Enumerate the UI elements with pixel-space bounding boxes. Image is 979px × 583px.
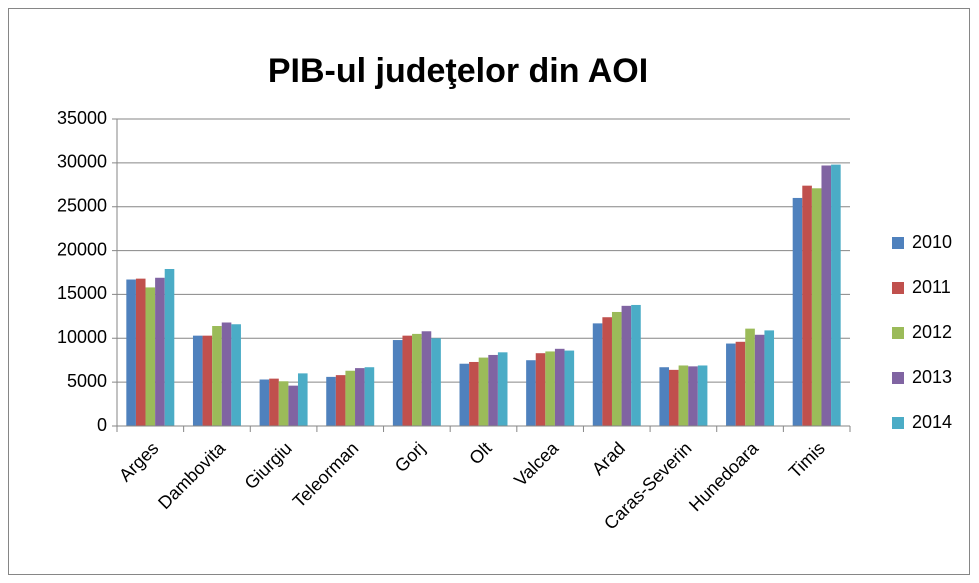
bar	[355, 368, 365, 426]
bar	[802, 185, 812, 426]
bar	[592, 323, 603, 426]
bar	[155, 277, 165, 426]
legend-label: 2012	[912, 322, 952, 342]
legend-label: 2011	[912, 277, 951, 297]
y-tick-label: 25000	[57, 195, 107, 215]
bar	[145, 287, 156, 426]
bar	[497, 352, 508, 426]
bar	[364, 367, 375, 426]
y-tick-label: 35000	[57, 108, 107, 128]
legend-swatch	[892, 417, 904, 429]
bar	[297, 373, 308, 426]
bar	[669, 369, 679, 426]
bar	[754, 334, 765, 426]
bar	[402, 335, 413, 426]
bar	[135, 278, 146, 426]
bar	[678, 365, 689, 426]
bar	[469, 361, 479, 426]
bar	[269, 378, 279, 426]
bar	[764, 330, 775, 426]
bar	[611, 311, 622, 426]
bar	[554, 348, 565, 426]
bar	[535, 353, 546, 426]
legend-swatch	[892, 327, 904, 339]
bar	[526, 360, 536, 426]
bar	[259, 379, 270, 426]
bar	[821, 165, 832, 426]
y-tick-label: 5000	[67, 371, 107, 391]
bar	[459, 363, 470, 426]
legend-label: 2013	[912, 367, 952, 387]
bar	[659, 367, 670, 426]
bar	[288, 385, 298, 426]
legend-label: 2010	[912, 232, 952, 252]
bar	[792, 197, 803, 426]
y-tick-label: 20000	[57, 239, 107, 259]
bar	[231, 324, 241, 426]
bar	[421, 331, 432, 426]
bar	[488, 354, 498, 426]
bar	[564, 350, 575, 426]
bar	[735, 341, 746, 426]
bar	[345, 370, 356, 426]
y-tick-label: 0	[97, 415, 107, 435]
bar	[811, 188, 822, 426]
bar	[192, 335, 203, 426]
chart-title: PIB-ul judeţelor din AOI	[268, 52, 648, 90]
bar	[164, 268, 175, 426]
bar	[412, 333, 422, 426]
bar	[326, 376, 336, 426]
y-tick-label: 10000	[57, 327, 107, 347]
bar	[745, 328, 755, 426]
bar	[602, 317, 612, 426]
bar	[478, 357, 489, 426]
y-tick-label: 30000	[57, 152, 107, 172]
bar	[392, 340, 403, 426]
bar	[688, 366, 698, 426]
bar	[545, 351, 555, 426]
legend-label: 2014	[912, 412, 952, 432]
legend-swatch	[892, 237, 904, 249]
legend-swatch	[892, 282, 904, 294]
bar	[431, 338, 441, 426]
bar	[221, 322, 232, 426]
bar	[278, 381, 289, 426]
bar	[621, 305, 632, 426]
bar	[335, 375, 346, 426]
legend-swatch	[892, 372, 904, 384]
bar	[631, 304, 641, 426]
bar	[202, 335, 213, 426]
bar	[697, 365, 708, 426]
bar	[726, 343, 736, 426]
bar	[126, 279, 136, 426]
bar	[212, 326, 222, 426]
bar	[831, 164, 841, 426]
y-tick-label: 15000	[57, 283, 107, 303]
